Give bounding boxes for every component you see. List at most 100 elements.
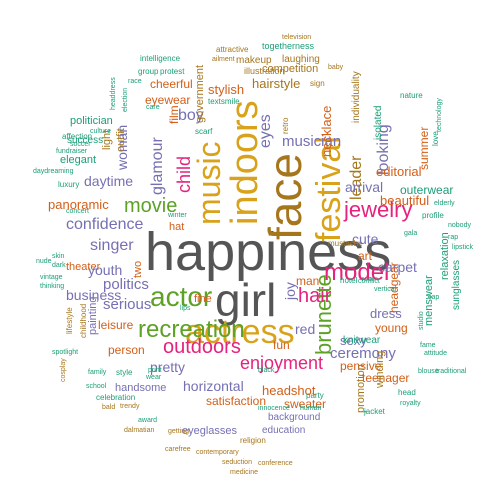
word-outerwear: outerwear [400, 183, 454, 197]
word-isolated: isolated [373, 105, 384, 140]
word-man: man [296, 274, 320, 288]
word-election: election [122, 87, 129, 112]
word-model: model [324, 259, 390, 286]
word-outdoors: outdoors [163, 336, 241, 358]
word-winter: winter [168, 212, 187, 219]
word-human: human [300, 405, 322, 412]
word-horizontal: horizontal [183, 378, 244, 394]
word-sexy: sexy [340, 333, 367, 348]
word-television: television [282, 34, 312, 41]
word-success: success [67, 135, 104, 146]
word-two: two [132, 260, 144, 278]
word-person: person [108, 343, 145, 357]
word-rap: rap [448, 234, 459, 241]
word-party: party [306, 391, 324, 400]
word-culture: culture [90, 128, 112, 135]
word-conference: conference [258, 460, 293, 467]
word-technology: technology [436, 98, 443, 132]
word-dark: dark [52, 262, 66, 269]
word-vintage: vintage [40, 274, 63, 281]
word-daytime: daytime [84, 173, 134, 189]
word-nature: nature [400, 91, 423, 100]
word-studio: studio [418, 311, 425, 330]
word-wear: wear [146, 374, 162, 381]
word-satisfaction: satisfaction [206, 394, 267, 408]
word-affection: affection [62, 132, 93, 141]
word-actress: actress [185, 313, 295, 351]
word-hair: hair [298, 285, 332, 307]
word-getting: getting [168, 428, 190, 435]
word-celebration: celebration [96, 393, 136, 402]
word-painting: painting [87, 296, 99, 335]
word-stylish: stylish [208, 82, 245, 97]
word-elderly: elderly [434, 200, 455, 207]
word-style: style [116, 368, 133, 377]
word-necklace: necklace [319, 105, 334, 157]
word-singer: singer [90, 237, 134, 254]
word-traditional: traditional [436, 368, 467, 375]
word-soccer: soccer [70, 141, 91, 148]
word-laughing: laughing [282, 54, 320, 65]
word-lifestyle: lifestyle [65, 307, 74, 334]
word-cosplay: cosplay [60, 358, 67, 382]
word-fine: fine [194, 293, 212, 305]
word-fun: fun [273, 338, 290, 352]
word-jacket: jacket [364, 407, 385, 416]
word-concert: concert [66, 208, 89, 215]
word-nude: nude [36, 258, 52, 265]
word-religion: religion [240, 436, 266, 445]
word-pensive: pensive [340, 359, 382, 373]
word-recreation: recreation [138, 316, 245, 343]
word-sunglasses: sunglasses [451, 259, 462, 310]
word-love: love [431, 131, 440, 146]
word-luxury: luxury [58, 180, 80, 189]
word-education: education [262, 425, 306, 436]
word-winding: winding [374, 350, 386, 388]
word-mustache: mustache [328, 239, 363, 248]
word-film: film [167, 105, 181, 124]
word-panoramic: panoramic [48, 197, 109, 212]
word-promotion: promotion [355, 364, 367, 413]
word-bald: bald [102, 404, 116, 411]
word-room: room [362, 276, 378, 283]
word-actor: actor [150, 281, 213, 312]
word-hotel: hotel [340, 276, 358, 285]
word-editorial: editorial [376, 164, 422, 179]
word-group: group [138, 67, 159, 76]
word-award: award [138, 417, 158, 424]
word-jewelry: jewelry [344, 197, 413, 222]
word-vertical: vertical [374, 286, 397, 293]
word-politician: politician [70, 115, 113, 127]
word-dalmatian: dalmatian [124, 427, 155, 434]
word-hat: hat [169, 221, 185, 233]
word-protest: protest [160, 67, 185, 76]
word-medicine: medicine [230, 469, 259, 476]
word-seduction: seduction [222, 459, 252, 466]
word-cap: cap [428, 294, 440, 301]
word-girl: girl [215, 274, 277, 326]
word-thinking: thinking [40, 283, 65, 290]
word-nobody: nobody [448, 222, 471, 229]
word-head: head [398, 388, 416, 397]
word-childhood: childhood [79, 303, 88, 338]
word-handsome: handsome [115, 382, 167, 394]
word-joy: joy [282, 282, 298, 300]
word-fame: fame [420, 342, 436, 349]
word-individuality: individuality [351, 71, 362, 123]
word-theater: theater [66, 261, 101, 273]
word-dress: dress [370, 306, 402, 321]
word-lipstick: lipstick [452, 244, 474, 251]
word-teenager: teenager [362, 371, 410, 385]
word-innocence: innocence [258, 405, 290, 412]
word-baby: baby [328, 64, 344, 71]
word-contemporary: contemporary [196, 449, 239, 456]
word-leisure: leisure [98, 318, 134, 332]
word-illustration: illustration [244, 66, 285, 76]
word-youth: youth [88, 262, 123, 278]
word-government: government [194, 64, 206, 123]
word-child: child [174, 155, 194, 193]
word-attractive: attractive [216, 45, 249, 54]
word-carpet: carpet [378, 259, 417, 275]
word-hairstyle: hairstyle [252, 76, 301, 91]
